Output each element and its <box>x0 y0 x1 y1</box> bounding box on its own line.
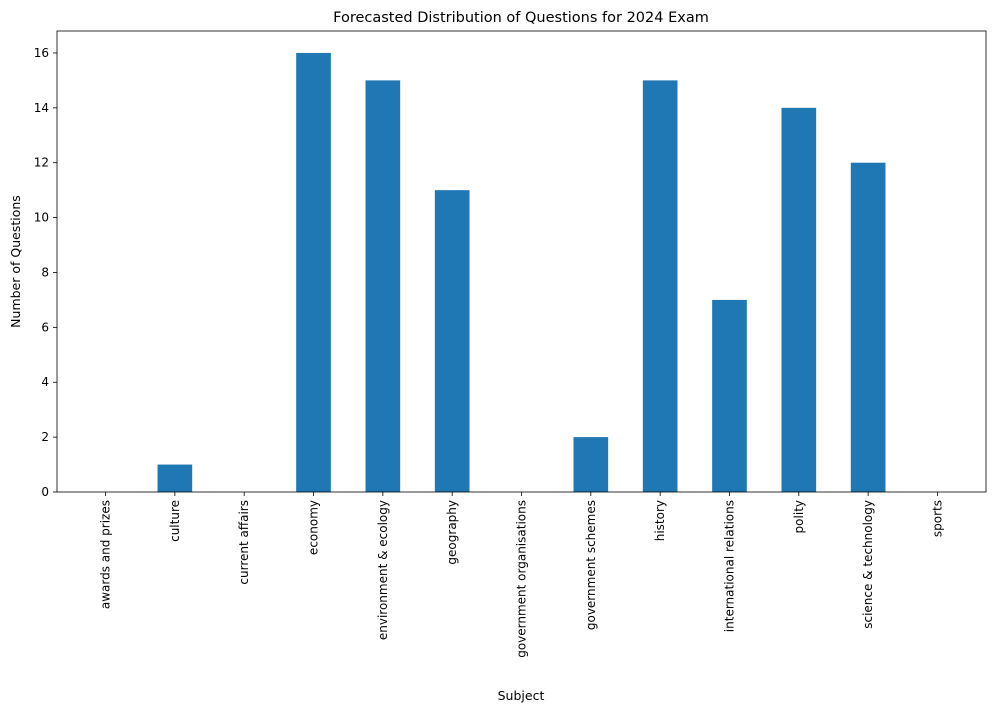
y-tick-label: 14 <box>34 101 49 115</box>
x-tick-label: environment & ecology <box>376 500 390 640</box>
x-tick-label: history <box>653 500 667 541</box>
x-tick-label: polity <box>792 500 806 533</box>
chart-title: Forecasted Distribution of Questions for… <box>333 10 709 26</box>
y-tick-label: 4 <box>41 375 49 389</box>
y-tick-label: 0 <box>41 485 49 499</box>
x-tick-label: economy <box>307 500 321 555</box>
bar-economy <box>296 52 331 492</box>
x-tick-label: awards and prizes <box>99 500 113 609</box>
y-axis: 0 2 4 6 8 10 12 14 16 <box>34 46 57 499</box>
x-tick-label: government schemes <box>584 500 598 630</box>
plot-frame <box>56 30 987 493</box>
y-tick-label: 10 <box>34 211 49 225</box>
x-tick-label: culture <box>168 500 182 542</box>
bars-group <box>157 52 886 493</box>
bar-geography <box>434 190 470 492</box>
y-tick-label: 12 <box>34 156 49 170</box>
bar-government-schemes <box>573 437 609 492</box>
x-tick-label: science & technology <box>861 500 875 629</box>
bar-science-technology <box>850 162 886 492</box>
y-tick-label: 2 <box>41 430 49 444</box>
x-tick-label: current affairs <box>237 500 251 585</box>
x-tick-label: government organisations <box>515 500 529 658</box>
x-tick-label: geography <box>445 500 459 565</box>
bar-environment-ecology <box>365 80 401 493</box>
y-tick-label: 6 <box>41 320 49 334</box>
x-tick-label: sports <box>930 500 944 537</box>
x-axis-label: Subject <box>498 688 545 703</box>
bar-international-relations <box>712 299 747 492</box>
x-axis: awards and prizes culture current affairs e… <box>99 492 944 658</box>
bar-history <box>642 80 678 493</box>
bar-polity <box>781 107 817 492</box>
y-tick-label: 16 <box>34 46 49 60</box>
y-axis-label: Number of Questions <box>8 195 23 328</box>
x-tick-label: international relations <box>722 500 736 632</box>
y-tick-label: 8 <box>41 265 49 279</box>
bar-culture <box>157 464 193 492</box>
